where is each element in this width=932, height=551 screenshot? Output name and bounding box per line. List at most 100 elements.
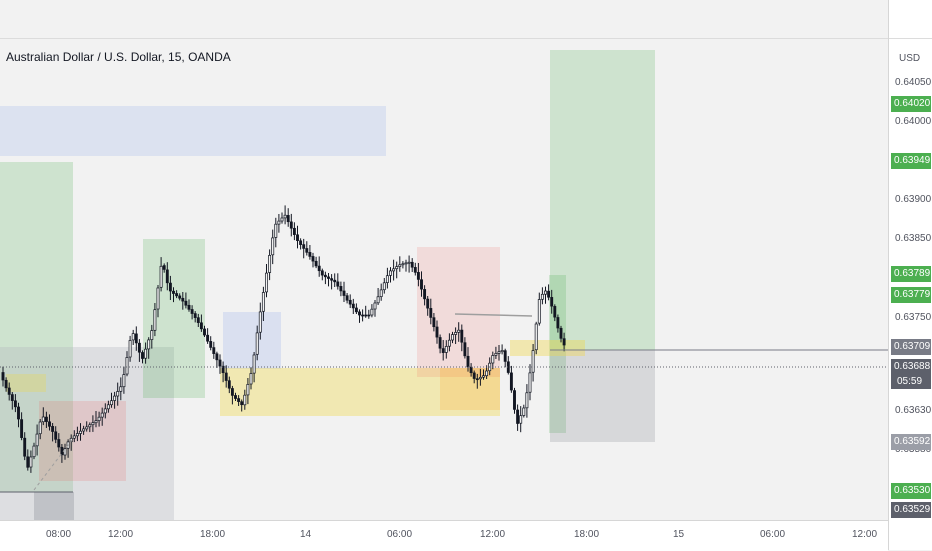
green-zone-right[interactable] (549, 275, 566, 433)
candle-body (261, 292, 265, 312)
candle-body (230, 388, 234, 396)
candle-body (215, 353, 219, 361)
yellow-zone-left[interactable] (6, 374, 46, 392)
candle-body (513, 390, 516, 410)
candle-body (199, 322, 203, 330)
candle-body (525, 392, 529, 409)
blue-zone-mid[interactable] (223, 312, 281, 369)
candle-body (153, 309, 157, 331)
price-badge: 0.63592 (891, 434, 931, 450)
candle-body (162, 265, 166, 270)
header-divider (0, 38, 888, 39)
gray-zone-bottom-left[interactable] (34, 492, 74, 520)
candle-body (41, 416, 45, 423)
price-tick: 0.63900 (895, 194, 932, 205)
candle-body (54, 431, 58, 440)
candle-body (491, 355, 495, 364)
yellow-zone-right[interactable] (510, 340, 585, 356)
candle-body (190, 309, 194, 314)
candle-body (451, 334, 454, 341)
candle-body (85, 426, 89, 430)
candle-body (447, 339, 451, 347)
candle-body (485, 370, 489, 377)
candle-body (389, 270, 392, 276)
time-tick: 12:00 (480, 529, 506, 540)
candle-body (550, 297, 554, 307)
candle-body (119, 386, 123, 392)
red-zone-left[interactable] (39, 401, 126, 481)
gray-zone-left[interactable] (0, 347, 174, 520)
candle-body (249, 373, 253, 385)
price-axis[interactable]: USD 0.64050 0.64000 0.63900 0.63850 0.63… (888, 0, 932, 550)
candle-body (255, 332, 259, 355)
time-axis[interactable]: 08:00 12:00 18:00 14 06:00 12:00 18:00 1… (0, 520, 888, 551)
yellow-zone-mid[interactable] (220, 368, 500, 416)
candle-body (466, 355, 470, 368)
candle-body (144, 348, 148, 359)
candle-body (125, 357, 129, 375)
candle-body (234, 395, 237, 399)
candle-body (361, 314, 365, 317)
candle-body (82, 428, 86, 432)
price-tick: 0.63850 (895, 233, 932, 244)
axis-divider (889, 38, 932, 39)
currency-label[interactable]: USD (899, 53, 921, 64)
candle-body (193, 313, 197, 318)
candle-body (323, 274, 327, 278)
candle-body (168, 282, 172, 292)
candle-body (392, 268, 396, 272)
candle-body (156, 287, 160, 310)
candle-body (23, 437, 27, 457)
time-tick: 06:00 (760, 529, 786, 540)
candle-body (330, 278, 334, 281)
candle-body (286, 215, 290, 223)
candle-body (342, 290, 346, 296)
candle-body (289, 221, 293, 229)
candle-body (131, 333, 135, 341)
candle-body (454, 332, 458, 335)
candle-body (227, 380, 231, 389)
candle-body (299, 240, 303, 245)
candle-body (252, 354, 256, 374)
candle-body (327, 276, 330, 279)
time-tick: 12:00 (852, 529, 878, 540)
current-price-badge: 0.63688 (891, 359, 931, 375)
candle-body (413, 267, 417, 273)
time-tick: 14 (300, 529, 312, 540)
candle-body (165, 269, 169, 284)
candle-body (311, 256, 315, 262)
chart-area[interactable]: Australian Dollar / U.S. Dollar, 15, OAN… (0, 0, 888, 520)
candle-body (32, 445, 36, 458)
symbol-title[interactable]: Australian Dollar / U.S. Dollar, 15, OAN… (6, 50, 231, 64)
price-badge: 0.63530 (891, 483, 931, 499)
candle-body (370, 308, 374, 316)
candle-body (531, 350, 535, 373)
green-zone-mid[interactable] (143, 239, 205, 398)
candle-body (302, 244, 306, 249)
candle-body (57, 439, 61, 448)
time-tick: 15 (673, 529, 685, 540)
candle-body (122, 374, 126, 388)
long-position-stop[interactable] (550, 350, 655, 442)
candle-body (416, 272, 420, 280)
candle-body (339, 286, 343, 292)
candle-body (212, 347, 216, 354)
candle-body (38, 421, 42, 435)
candle-body (420, 279, 423, 290)
candle-body (271, 237, 275, 256)
blue-zone-top[interactable] (0, 106, 386, 156)
candle-body (358, 311, 361, 316)
candle-body (528, 372, 532, 393)
candle-body (547, 290, 551, 298)
candle-body (472, 372, 476, 379)
candle-body (534, 323, 538, 351)
candle-body (429, 308, 433, 318)
price-badge: 0.63529 (891, 502, 931, 518)
candle-body (224, 372, 228, 381)
candle-body (544, 290, 547, 295)
candles-layer (0, 205, 888, 493)
long-position-target[interactable] (550, 50, 655, 350)
candle-body (401, 263, 405, 266)
time-tick: 18:00 (200, 529, 226, 540)
price-badge: 0.63779 (891, 287, 931, 303)
